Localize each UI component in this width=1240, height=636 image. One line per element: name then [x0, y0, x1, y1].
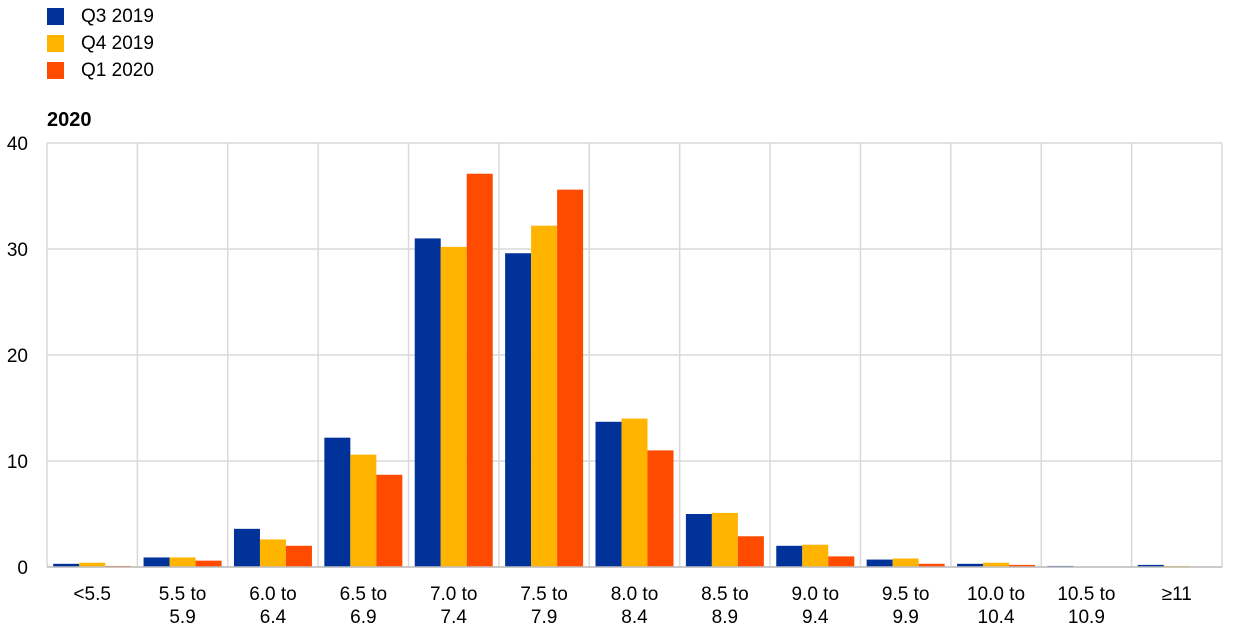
x-tick-label-4-0: 7.0 to — [430, 584, 478, 605]
legend-item-q3-2019: Q3 2019 — [47, 3, 154, 30]
bar-q1-2020-cat-3 — [376, 474, 403, 567]
x-tick-label-7-1: 8.9 — [712, 607, 738, 628]
x-tick-label-12-0: ≥11 — [1162, 584, 1192, 605]
bar-q3-2019-cat-1 — [143, 557, 170, 567]
x-tick-label-11-0: 10.5 to — [1057, 584, 1115, 605]
bar-q3-2019-cat-12 — [1137, 564, 1164, 567]
bar-q4-2019-cat-0 — [79, 562, 106, 567]
legend-swatch-q4-2019 — [47, 35, 64, 52]
legend-swatch-q1-2020 — [47, 62, 64, 79]
y-tick-label-0: 0 — [17, 558, 28, 579]
x-tick-label-4-1: 7.4 — [441, 607, 468, 628]
x-tick-label-10-1: 10.4 — [978, 607, 1015, 628]
bar-q4-2019-cat-10 — [983, 562, 1010, 567]
x-tick-label-8-1: 9.4 — [802, 607, 829, 628]
y-tick-label-30: 30 — [7, 240, 28, 261]
x-tick-label-9-1: 9.9 — [892, 607, 918, 628]
bar-q1-2020-cat-2 — [285, 545, 312, 567]
x-tick-label-10-0: 10.0 to — [967, 584, 1025, 605]
panel-title: 2020 — [47, 109, 92, 131]
bar-q3-2019-cat-6 — [595, 421, 622, 567]
bar-q3-2019-cat-4 — [414, 238, 441, 567]
x-tick-label-2-0: 6.0 to — [249, 584, 297, 605]
legend: Q3 2019 Q4 2019 Q1 2020 — [47, 3, 154, 84]
bar-q3-2019-cat-9 — [866, 559, 893, 567]
y-tick-label-10: 10 — [7, 452, 28, 473]
bar-q1-2020-cat-9 — [918, 563, 945, 567]
x-tick-label-9-0: 9.5 to — [882, 584, 930, 605]
bar-q3-2019-cat-8 — [776, 545, 803, 567]
bar-q1-2020-cat-6 — [647, 450, 674, 567]
bar-q4-2019-cat-2 — [259, 539, 286, 567]
bar-q1-2020-cat-5 — [557, 189, 584, 567]
x-tick-label-2-1: 6.4 — [260, 607, 287, 628]
y-tick-label-40: 40 — [7, 134, 28, 155]
bar-q1-2020-cat-4 — [466, 173, 493, 568]
x-tick-label-7-0: 8.5 to — [701, 584, 749, 605]
bar-q3-2019-cat-5 — [505, 253, 532, 568]
x-tick-label-5-1: 7.9 — [531, 607, 557, 628]
bar-q4-2019-cat-5 — [531, 225, 558, 567]
x-tick-label-8-0: 9.0 to — [791, 584, 839, 605]
x-tick-label-6-0: 8.0 to — [611, 584, 659, 605]
legend-label-q1-2020: Q1 2020 — [81, 59, 154, 81]
x-tick-label-11-1: 10.9 — [1068, 607, 1105, 628]
bar-q1-2020-cat-10 — [1009, 564, 1036, 567]
x-tick-label-1-1: 5.9 — [169, 607, 195, 628]
x-tick-label-5-0: 7.5 to — [520, 584, 568, 605]
bar-q4-2019-cat-4 — [440, 246, 467, 567]
bar-q3-2019-cat-2 — [233, 528, 260, 567]
x-tick-label-1-0: 5.5 to — [159, 584, 207, 605]
bar-q1-2020-cat-1 — [195, 560, 222, 567]
x-tick-label-0-0: <5.5 — [73, 584, 111, 605]
bar-q1-2020-cat-8 — [828, 556, 855, 567]
legend-item-q1-2020: Q1 2020 — [47, 57, 154, 84]
bar-q1-2020-cat-7 — [737, 536, 764, 567]
bar-q4-2019-cat-1 — [169, 557, 196, 567]
bar-q3-2019-cat-10 — [957, 563, 984, 567]
legend-label-q3-2019: Q3 2019 — [81, 5, 154, 27]
y-tick-label-20: 20 — [7, 346, 28, 367]
x-tick-label-6-1: 8.4 — [621, 607, 648, 628]
legend-item-q4-2019: Q4 2019 — [47, 30, 154, 57]
bar-q4-2019-cat-3 — [350, 454, 377, 567]
bar-q4-2019-cat-8 — [802, 544, 829, 567]
bar-q3-2019-cat-0 — [53, 563, 80, 567]
x-tick-label-3-0: 6.5 to — [340, 584, 388, 605]
bar-q3-2019-cat-7 — [685, 514, 712, 567]
x-tick-label-3-1: 6.9 — [350, 607, 376, 628]
bar-q4-2019-cat-6 — [621, 418, 648, 567]
bar-q4-2019-cat-7 — [711, 512, 738, 567]
bar-q3-2019-cat-3 — [324, 437, 351, 567]
legend-label-q4-2019: Q4 2019 — [81, 32, 154, 54]
bar-q4-2019-cat-9 — [892, 558, 919, 567]
legend-swatch-q3-2019 — [47, 8, 64, 25]
